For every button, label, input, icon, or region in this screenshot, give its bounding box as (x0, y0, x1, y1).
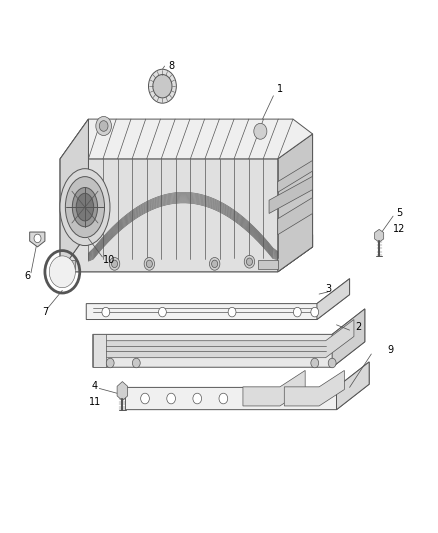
Text: 8: 8 (168, 61, 174, 71)
Circle shape (141, 393, 149, 404)
Polygon shape (278, 235, 313, 272)
Circle shape (293, 308, 301, 317)
Text: 12: 12 (393, 224, 406, 235)
Text: 7: 7 (42, 306, 48, 317)
Polygon shape (60, 235, 313, 272)
Circle shape (34, 234, 41, 243)
Polygon shape (30, 232, 45, 247)
Polygon shape (269, 176, 313, 214)
Polygon shape (125, 362, 369, 410)
Circle shape (254, 123, 267, 139)
Polygon shape (60, 119, 88, 272)
Circle shape (193, 393, 201, 404)
Polygon shape (60, 260, 75, 269)
Polygon shape (332, 309, 365, 367)
Circle shape (96, 116, 112, 135)
Circle shape (153, 75, 172, 98)
Polygon shape (60, 134, 313, 272)
Polygon shape (278, 198, 313, 235)
Polygon shape (284, 370, 344, 406)
Text: 3: 3 (325, 284, 332, 294)
Polygon shape (117, 382, 127, 401)
Text: 4: 4 (92, 381, 98, 391)
Polygon shape (60, 119, 313, 159)
Text: 11: 11 (89, 397, 101, 407)
Text: 1: 1 (277, 84, 283, 94)
Circle shape (159, 308, 166, 317)
Text: 6: 6 (25, 271, 31, 281)
Circle shape (112, 260, 117, 268)
Circle shape (146, 260, 152, 268)
Circle shape (99, 120, 108, 131)
Polygon shape (317, 279, 350, 319)
Polygon shape (374, 229, 384, 242)
Ellipse shape (49, 256, 75, 288)
Text: 2: 2 (355, 322, 361, 333)
Circle shape (212, 260, 218, 268)
Circle shape (106, 358, 114, 368)
Polygon shape (93, 309, 365, 367)
Circle shape (228, 308, 236, 317)
Circle shape (102, 308, 110, 317)
Text: 9: 9 (388, 345, 394, 356)
Polygon shape (93, 334, 106, 367)
Circle shape (209, 257, 220, 270)
Circle shape (247, 258, 253, 265)
Circle shape (110, 257, 120, 270)
Circle shape (244, 255, 254, 268)
Polygon shape (243, 370, 305, 406)
Text: 5: 5 (396, 208, 403, 219)
Polygon shape (278, 160, 313, 192)
Circle shape (219, 393, 228, 404)
Circle shape (167, 393, 176, 404)
Circle shape (148, 69, 177, 103)
Text: 10: 10 (103, 255, 116, 265)
Ellipse shape (65, 176, 105, 238)
Polygon shape (106, 319, 354, 358)
Circle shape (144, 257, 155, 270)
Polygon shape (60, 119, 88, 272)
Circle shape (132, 358, 140, 368)
Polygon shape (258, 260, 278, 269)
Ellipse shape (72, 188, 98, 227)
Circle shape (328, 358, 336, 368)
Ellipse shape (76, 193, 94, 221)
Circle shape (311, 358, 319, 368)
Polygon shape (336, 362, 369, 410)
Polygon shape (86, 279, 350, 319)
Ellipse shape (60, 168, 110, 246)
Circle shape (311, 308, 319, 317)
Polygon shape (278, 134, 313, 272)
